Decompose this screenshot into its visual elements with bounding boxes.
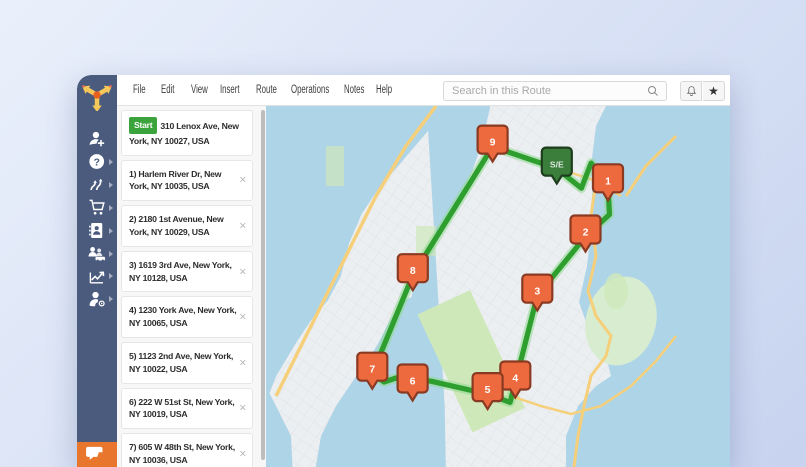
svg-text:5: 5 <box>485 384 491 396</box>
svg-text:8: 8 <box>410 265 416 277</box>
svg-text:6: 6 <box>410 376 416 388</box>
svg-text:1: 1 <box>605 175 611 187</box>
svg-text:?: ? <box>93 158 99 169</box>
svg-text:7: 7 <box>369 364 375 376</box>
svg-text:2: 2 <box>583 227 589 239</box>
svg-text:S/E: S/E <box>550 160 564 170</box>
svg-text:4: 4 <box>512 373 518 385</box>
svg-text:9: 9 <box>490 137 496 149</box>
svg-text:3: 3 <box>534 286 540 298</box>
